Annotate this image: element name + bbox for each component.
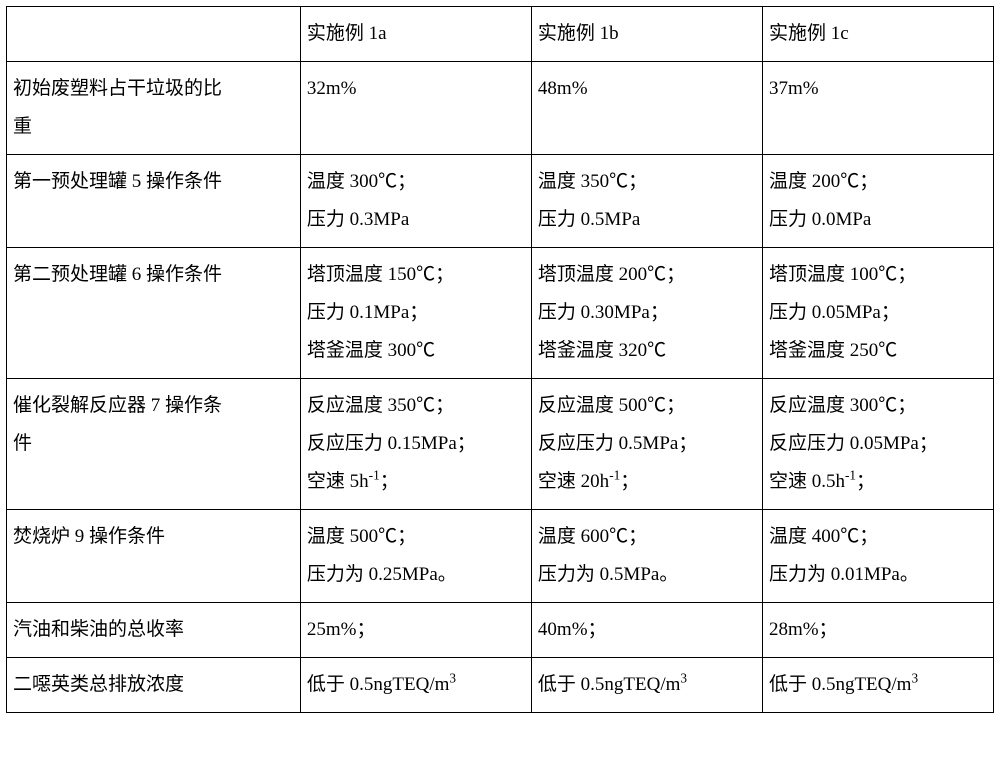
- cell-line: 温度 350℃；: [538, 163, 756, 201]
- row-col-1c: 反应温度 300℃；反应压力 0.05MPa；空速 0.5h-1；: [762, 379, 993, 510]
- cell-line: 温度 200℃；: [769, 163, 987, 201]
- row-col-1a: 低于 0.5ngTEQ/m3: [300, 658, 531, 713]
- cell-line: 压力为 0.5MPa。: [538, 556, 756, 594]
- cell-line: 二噁英类总排放浓度: [13, 666, 294, 704]
- table-body: 实施例 1a 实施例 1b 实施例 1c 初始废塑料占干垃圾的比重32m%48m…: [7, 7, 994, 713]
- row-label-cell: 第一预处理罐 5 操作条件: [7, 155, 301, 248]
- table-row: 焚烧炉 9 操作条件温度 500℃；压力为 0.25MPa。温度 600℃；压力…: [7, 510, 994, 603]
- row-label-cell: 二噁英类总排放浓度: [7, 658, 301, 713]
- row-label-cell: 焚烧炉 9 操作条件: [7, 510, 301, 603]
- cell-line: 压力为 0.25MPa。: [307, 556, 525, 594]
- row-col-1b: 温度 350℃；压力 0.5MPa: [531, 155, 762, 248]
- row-col-1b: 塔顶温度 200℃；压力 0.30MPa；塔釜温度 320℃: [531, 248, 762, 379]
- row-col-1b: 低于 0.5ngTEQ/m3: [531, 658, 762, 713]
- cell-line: 压力 0.1MPa；: [307, 294, 525, 332]
- cell-line: 件: [13, 425, 294, 463]
- cell-line: 温度 500℃；: [307, 518, 525, 556]
- table-row: 第二预处理罐 6 操作条件塔顶温度 150℃；压力 0.1MPa；塔釜温度 30…: [7, 248, 994, 379]
- page: 实施例 1a 实施例 1b 实施例 1c 初始废塑料占干垃圾的比重32m%48m…: [0, 0, 1000, 772]
- header-col-1b: 实施例 1b: [531, 7, 762, 62]
- cell-line: 焚烧炉 9 操作条件: [13, 518, 294, 556]
- row-label-cell: 催化裂解反应器 7 操作条件: [7, 379, 301, 510]
- row-col-1c: 37m%: [762, 62, 993, 155]
- cell-line: 塔釜温度 320℃: [538, 332, 756, 370]
- row-col-1a: 塔顶温度 150℃；压力 0.1MPa；塔釜温度 300℃: [300, 248, 531, 379]
- row-col-1b: 温度 600℃；压力为 0.5MPa。: [531, 510, 762, 603]
- row-col-1a: 32m%: [300, 62, 531, 155]
- cell-line: 汽油和柴油的总收率: [13, 611, 294, 649]
- cell-line: 催化裂解反应器 7 操作条: [13, 387, 294, 425]
- cell-line: 反应压力 0.05MPa；: [769, 425, 987, 463]
- table-row: 二噁英类总排放浓度低于 0.5ngTEQ/m3低于 0.5ngTEQ/m3低于 …: [7, 658, 994, 713]
- header-label-cell: [7, 7, 301, 62]
- row-col-1b: 48m%: [531, 62, 762, 155]
- cell-line: 温度 300℃；: [307, 163, 525, 201]
- cell-line: 压力 0.05MPa；: [769, 294, 987, 332]
- row-col-1b: 40m%；: [531, 603, 762, 658]
- table-row: 第一预处理罐 5 操作条件温度 300℃；压力 0.3MPa温度 350℃；压力…: [7, 155, 994, 248]
- row-col-1a: 温度 500℃；压力为 0.25MPa。: [300, 510, 531, 603]
- row-col-1a: 25m%；: [300, 603, 531, 658]
- cell-line: 反应压力 0.5MPa；: [538, 425, 756, 463]
- table-row: 汽油和柴油的总收率 25m%； 40m%； 28m%；: [7, 603, 994, 658]
- cell-line: 28m%；: [769, 611, 987, 649]
- cell-line: 40m%；: [538, 611, 756, 649]
- cell-line: 压力 0.0MPa: [769, 201, 987, 239]
- cell-line: 48m%: [538, 70, 756, 108]
- cell-line: 塔顶温度 200℃；: [538, 256, 756, 294]
- cell-line: 32m%: [307, 70, 525, 108]
- cell-line: 第一预处理罐 5 操作条件: [13, 163, 294, 201]
- cell-line: 25m%；: [307, 611, 525, 649]
- row-col-1b: 反应温度 500℃；反应压力 0.5MPa；空速 20h-1；: [531, 379, 762, 510]
- row-label-cell: 第二预处理罐 6 操作条件: [7, 248, 301, 379]
- cell-line: 反应温度 500℃；: [538, 387, 756, 425]
- cell-line: 空速 5h-1；: [307, 463, 525, 501]
- cell-line: 压力 0.5MPa: [538, 201, 756, 239]
- cell-line: 塔釜温度 300℃: [307, 332, 525, 370]
- cell-line: 低于 0.5ngTEQ/m3: [769, 666, 987, 704]
- cell-line: 塔釜温度 250℃: [769, 332, 987, 370]
- row-col-1a: 温度 300℃；压力 0.3MPa: [300, 155, 531, 248]
- cell-line: 反应压力 0.15MPa；: [307, 425, 525, 463]
- row-label-cell: 初始废塑料占干垃圾的比重: [7, 62, 301, 155]
- cell-line: 压力为 0.01MPa。: [769, 556, 987, 594]
- row-col-1c: 温度 200℃；压力 0.0MPa: [762, 155, 993, 248]
- cell-line: 反应温度 350℃；: [307, 387, 525, 425]
- row-col-1a: 反应温度 350℃；反应压力 0.15MPa；空速 5h-1；: [300, 379, 531, 510]
- cell-line: 塔顶温度 100℃；: [769, 256, 987, 294]
- row-label-cell: 汽油和柴油的总收率: [7, 603, 301, 658]
- row-col-1c: 温度 400℃；压力为 0.01MPa。: [762, 510, 993, 603]
- row-col-1c: 28m%；: [762, 603, 993, 658]
- header-col-1a: 实施例 1a: [300, 7, 531, 62]
- data-table: 实施例 1a 实施例 1b 实施例 1c 初始废塑料占干垃圾的比重32m%48m…: [6, 6, 994, 713]
- cell-line: 压力 0.30MPa；: [538, 294, 756, 332]
- cell-line: 温度 400℃；: [769, 518, 987, 556]
- cell-line: 压力 0.3MPa: [307, 201, 525, 239]
- cell-line: 反应温度 300℃；: [769, 387, 987, 425]
- cell-line: 温度 600℃；: [538, 518, 756, 556]
- row-col-1c: 低于 0.5ngTEQ/m3: [762, 658, 993, 713]
- table-header-row: 实施例 1a 实施例 1b 实施例 1c: [7, 7, 994, 62]
- table-row: 初始废塑料占干垃圾的比重32m%48m%37m%: [7, 62, 994, 155]
- cell-line: 空速 20h-1；: [538, 463, 756, 501]
- cell-line: 低于 0.5ngTEQ/m3: [538, 666, 756, 704]
- cell-line: 空速 0.5h-1；: [769, 463, 987, 501]
- cell-line: 塔顶温度 150℃；: [307, 256, 525, 294]
- row-col-1c: 塔顶温度 100℃；压力 0.05MPa；塔釜温度 250℃: [762, 248, 993, 379]
- header-col-1c: 实施例 1c: [762, 7, 993, 62]
- table-row: 催化裂解反应器 7 操作条件反应温度 350℃；反应压力 0.15MPa；空速 …: [7, 379, 994, 510]
- cell-line: 37m%: [769, 70, 987, 108]
- cell-line: 初始废塑料占干垃圾的比: [13, 70, 294, 108]
- cell-line: 低于 0.5ngTEQ/m3: [307, 666, 525, 704]
- cell-line: 第二预处理罐 6 操作条件: [13, 256, 294, 294]
- cell-line: 重: [13, 108, 294, 146]
